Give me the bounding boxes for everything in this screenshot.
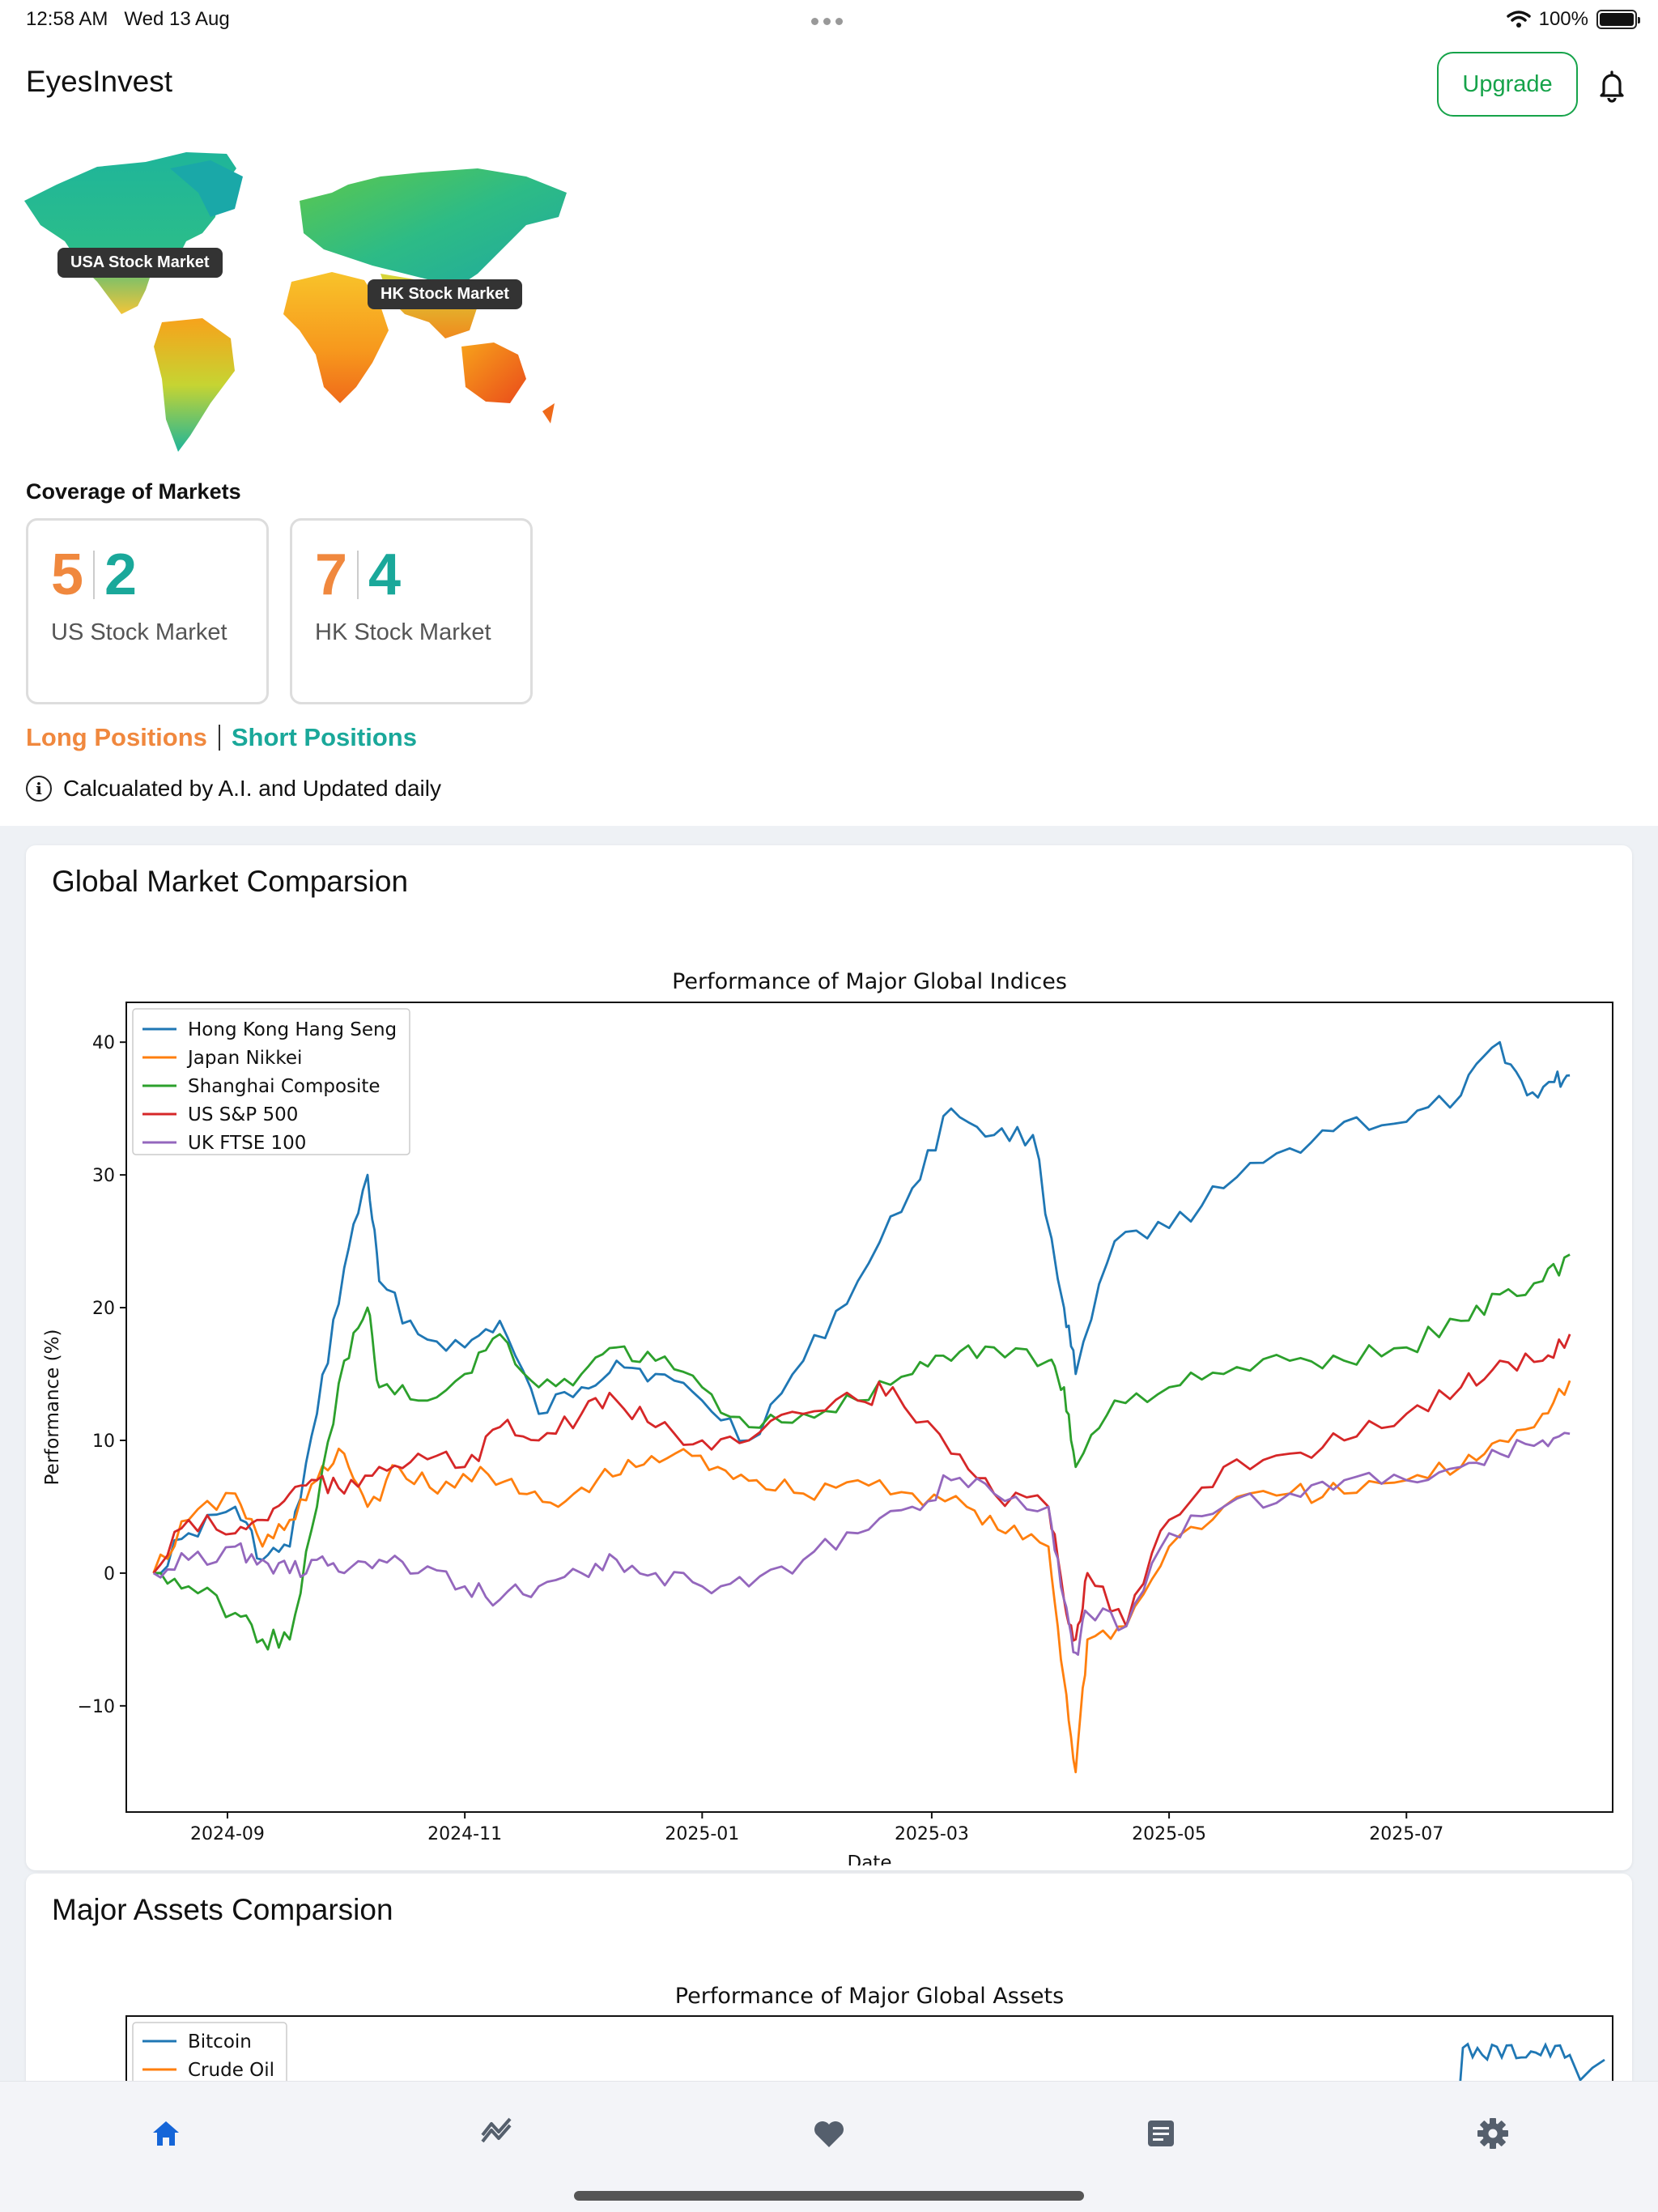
x-tick-label: 2025-05 bbox=[1132, 1824, 1206, 1844]
positions-legend: Long Positions Short Positions bbox=[26, 723, 417, 752]
divider bbox=[218, 725, 220, 751]
short-positions-label: Short Positions bbox=[231, 723, 417, 751]
hk-market-tag[interactable]: HK Stock Market bbox=[368, 279, 522, 309]
global-card-title: Global Market Comparsion bbox=[52, 865, 409, 898]
document-icon bbox=[1148, 2121, 1174, 2146]
world-map-graphic bbox=[24, 152, 567, 452]
plot-frame bbox=[125, 2015, 1613, 2092]
plot-frame bbox=[125, 1002, 1613, 1813]
x-tick-label: 2025-03 bbox=[895, 1824, 969, 1844]
info-note: i Calcualated by A.I. and Updated daily bbox=[26, 776, 441, 802]
y-axis-label: Performance (%) bbox=[42, 1329, 63, 1486]
series-line-0 bbox=[1458, 2042, 1605, 2092]
upgrade-button[interactable]: Upgrade bbox=[1437, 52, 1578, 117]
x-tick-label: 2025-07 bbox=[1369, 1824, 1443, 1844]
series-line-4 bbox=[152, 1431, 1571, 1657]
y-tick-label: 30 bbox=[92, 1166, 115, 1186]
us-long-count: 5 bbox=[51, 542, 84, 607]
series-line-2 bbox=[153, 1253, 1571, 1651]
y-tick-label: 20 bbox=[92, 1299, 115, 1319]
hk-long-count: 7 bbox=[315, 542, 348, 607]
legend-box bbox=[132, 1008, 410, 1155]
legend-entry: US S&P 500 bbox=[188, 1104, 298, 1125]
hk-market-card[interactable]: 7 4 HK Stock Market bbox=[290, 518, 533, 704]
coverage-title: Coverage of Markets bbox=[26, 479, 241, 504]
global-assets-chart: Performance of Major Global Assets Bitcoi… bbox=[125, 1984, 1613, 2092]
legend-entry: Crude Oil bbox=[188, 2060, 274, 2081]
long-positions-label: Long Positions bbox=[26, 723, 207, 751]
series-line-3 bbox=[152, 1334, 1571, 1642]
assets-card-title: Major Assets Comparsion bbox=[52, 1893, 393, 1926]
series-line-1 bbox=[152, 1380, 1571, 1774]
chart-title: Performance of Major Global Assets bbox=[675, 1984, 1064, 2009]
wifi-icon bbox=[1506, 11, 1531, 28]
x-tick-label: 2024-11 bbox=[427, 1824, 502, 1844]
major-assets-card: Major Assets Comparsion Performance of M… bbox=[26, 1874, 1632, 2092]
info-icon: i bbox=[26, 776, 52, 802]
y-tick-label: 0 bbox=[104, 1564, 115, 1585]
legend-entry: Shanghai Composite bbox=[188, 1076, 380, 1097]
app-header: EyesInvest Upgrade bbox=[0, 49, 1658, 121]
us-market-card[interactable]: 5 2 US Stock Market bbox=[26, 518, 269, 704]
y-tick-label: 10 bbox=[92, 1431, 115, 1452]
hk-market-label: HK Stock Market bbox=[315, 619, 491, 645]
heart-icon bbox=[814, 2121, 844, 2147]
info-text: Calcualated by A.I. and Updated daily bbox=[63, 776, 441, 801]
home-icon bbox=[153, 2121, 179, 2146]
x-tick-label: 2025-01 bbox=[665, 1824, 739, 1844]
battery-percent: 100% bbox=[1538, 8, 1588, 30]
usa-market-tag[interactable]: USA Stock Market bbox=[57, 248, 223, 278]
us-short-count: 2 bbox=[104, 542, 138, 607]
app-title: EyesInvest bbox=[26, 65, 172, 98]
x-axis-label: Date bbox=[848, 1853, 892, 1865]
home-indicator[interactable] bbox=[574, 2191, 1084, 2201]
multitasking-dots-icon[interactable] bbox=[811, 18, 847, 26]
chart-line-icon bbox=[481, 2117, 512, 2143]
hk-short-count: 4 bbox=[368, 542, 402, 607]
divider bbox=[357, 551, 359, 599]
divider bbox=[93, 551, 96, 599]
tab-reports[interactable] bbox=[1137, 2109, 1185, 2158]
series-line-0 bbox=[153, 1040, 1571, 1575]
battery-icon bbox=[1596, 10, 1640, 29]
bell-icon[interactable] bbox=[1593, 66, 1630, 104]
tab-analysis[interactable] bbox=[473, 2109, 521, 2158]
tab-favorites[interactable] bbox=[805, 2109, 853, 2158]
global-indices-chart: Performance of Major Global Indices −10 0 1… bbox=[42, 969, 1613, 1865]
tab-home[interactable] bbox=[142, 2109, 190, 2158]
legend-entry: Hong Kong Hang Seng bbox=[188, 1019, 397, 1040]
global-market-card: Global Market Comparsion Performance of … bbox=[26, 845, 1632, 1870]
y-tick-label: −10 bbox=[78, 1697, 115, 1717]
x-tick-label: 2024-09 bbox=[190, 1824, 265, 1844]
legend-entry: UK FTSE 100 bbox=[188, 1133, 306, 1154]
legend-entry: Japan Nikkei bbox=[186, 1048, 302, 1069]
tab-bar bbox=[0, 2081, 1658, 2212]
chart-title: Performance of Major Global Indices bbox=[672, 969, 1067, 994]
status-bar: 12:58 AM Wed 13 Aug 100% bbox=[0, 0, 1658, 40]
legend-entry: Bitcoin bbox=[188, 2031, 252, 2052]
chart-legend: Hong Kong Hang Seng Japan Nikkei Shanghai … bbox=[132, 1008, 410, 1155]
tab-settings[interactable] bbox=[1469, 2109, 1517, 2158]
y-tick-label: 40 bbox=[92, 1033, 115, 1053]
status-date: Wed 13 Aug bbox=[124, 8, 230, 30]
content-area: Global Market Comparsion Performance of … bbox=[0, 826, 1658, 2092]
status-time: 12:58 AM bbox=[26, 8, 108, 30]
world-map: USA Stock Market HK Stock Market bbox=[24, 144, 583, 460]
us-market-label: US Stock Market bbox=[51, 619, 227, 645]
gear-icon bbox=[1477, 2118, 1508, 2149]
